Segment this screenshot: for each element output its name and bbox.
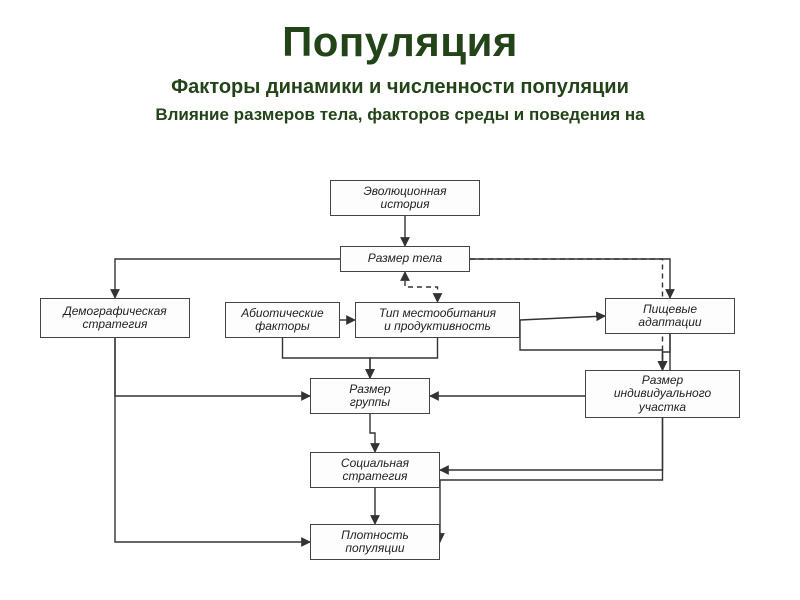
node-social: Социальнаястратегия (310, 452, 440, 488)
node-group: Размергруппы (310, 378, 430, 414)
subtitle: Факторы динамики и численности популяции (0, 76, 800, 99)
node-indiv: Размериндивидуальногоучастка (585, 370, 740, 418)
node-abio: Абиотическиефакторы (225, 302, 340, 338)
page-title: Популяция (0, 18, 800, 66)
flowchart: Эволюционнаяистория Размер тела Демографич… (30, 180, 770, 590)
node-evol: Эволюционнаяистория (330, 180, 480, 216)
subsubtitle: Влияние размеров тела, факторов среды и … (0, 105, 800, 125)
node-demo: Демографическаястратегия (40, 298, 190, 338)
node-density: Плотностьпопуляции (310, 524, 440, 560)
node-body: Размер тела (340, 246, 470, 272)
node-food: Пищевыеадаптации (605, 298, 735, 334)
node-habitat: Тип местообитанияи продуктивность (355, 302, 520, 338)
